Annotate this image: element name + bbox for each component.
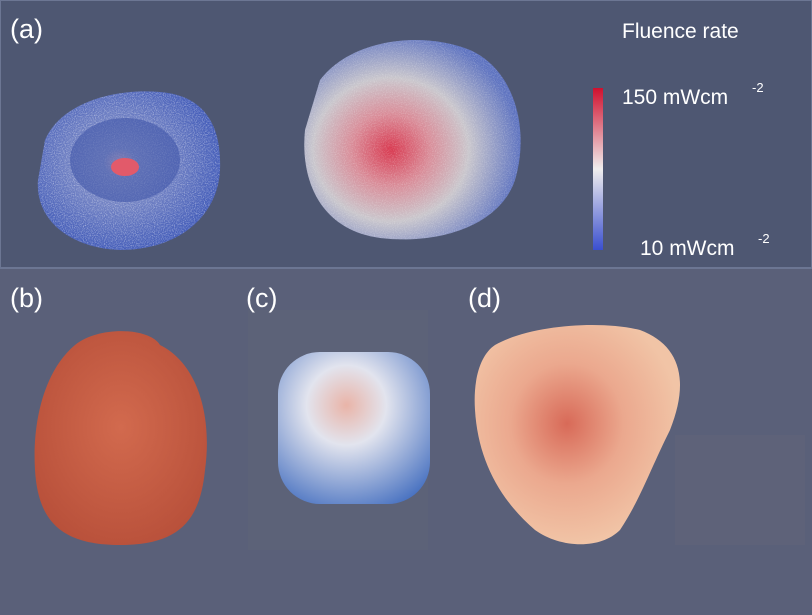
tumor-b (34, 331, 207, 545)
colorbar (593, 88, 603, 250)
legend-title: Fluence rate (622, 20, 739, 43)
hotspot (111, 158, 139, 176)
legend-min-exponent: -2 (758, 231, 770, 246)
tumor-d (474, 325, 680, 545)
panel-label: (a) (10, 14, 43, 44)
legend-max: 150 mWcm (622, 86, 728, 109)
panel-label: (b) (10, 283, 43, 313)
legend-min: 10 mWcm (640, 237, 735, 260)
legend-max-exponent: -2 (752, 80, 764, 95)
panel-d-bg (675, 435, 805, 545)
panel-label: (c) (246, 283, 277, 313)
tumor-c (278, 352, 430, 504)
panel-label: (d) (468, 283, 501, 313)
speckle (304, 40, 521, 240)
